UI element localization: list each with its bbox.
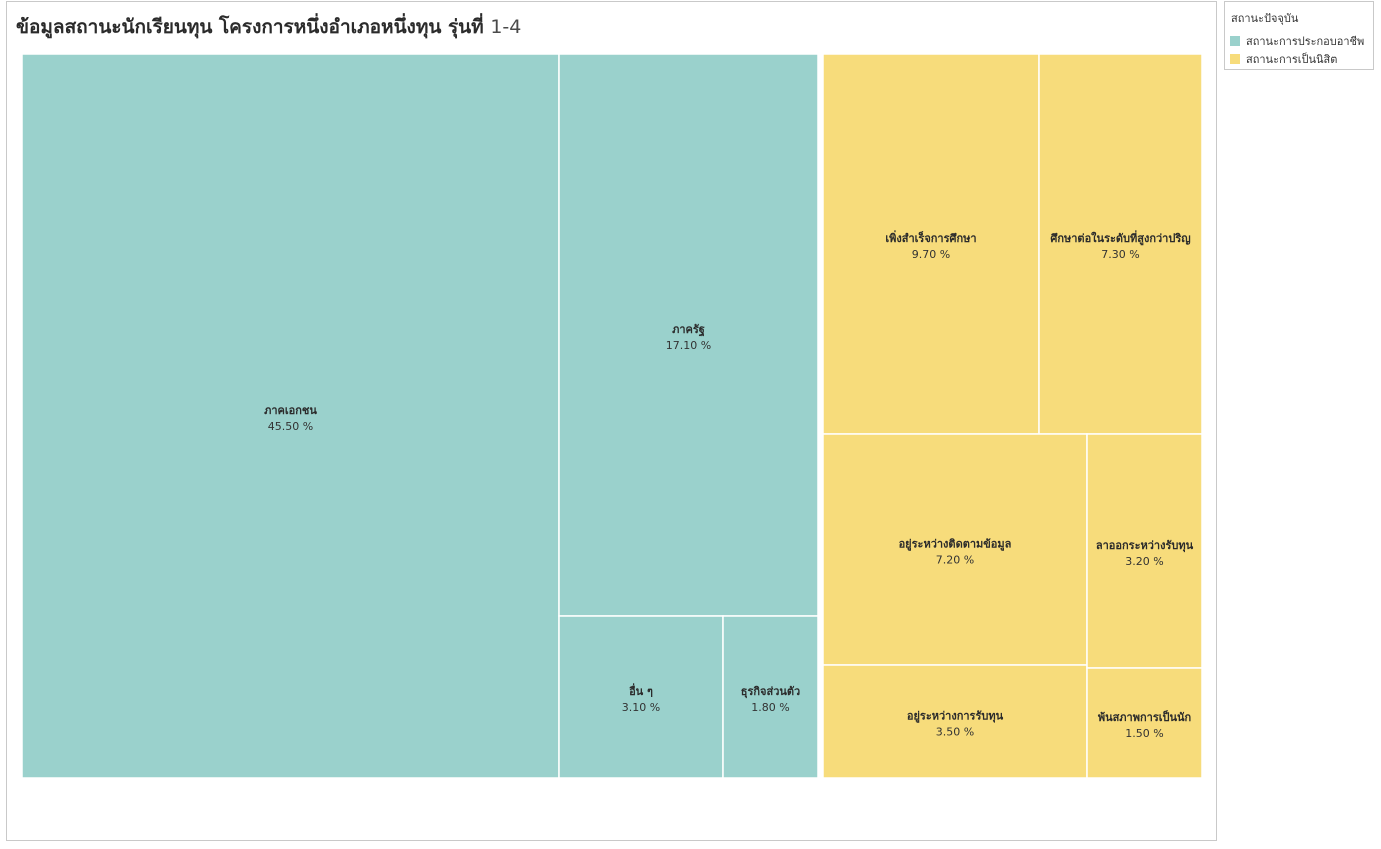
tile-label-further-study: ศึกษาต่อในระดับที่สูงกว่าปริญ: [1050, 230, 1190, 246]
tile-label-tracking-info: อยู่ระหว่างติดตามข้อมูล: [899, 538, 1012, 552]
tile-resigned[interactable]: [1086, 433, 1203, 669]
legend-label-occupation: สถานะการประกอบอาชีพ: [1246, 35, 1365, 48]
tile-label-private-sector: ภาคเอกชน: [264, 404, 317, 417]
tile-label-dismissed: พ้นสภาพการเป็นนัก: [1098, 710, 1192, 724]
chart-title: ข้อมูลสถานะนักเรียนทุน โครงการหนึ่งอำเภอ…: [16, 12, 521, 42]
legend-item-occupation[interactable]: สถานะการประกอบอาชีพ: [1230, 34, 1364, 48]
legend-label-student: สถานะการเป็นนิสิต: [1246, 53, 1338, 66]
tile-value-receiving-scholarship: 3.50 %: [936, 726, 974, 739]
legend-swatch-student: [1230, 54, 1240, 64]
tile-label-public-sector: ภาครัฐ: [672, 323, 705, 337]
tile-label-receiving-scholarship: อยู่ระหว่างการรับทุน: [907, 710, 1004, 724]
tile-value-other: 3.10 %: [622, 701, 660, 714]
chart-title-main: ข้อมูลสถานะนักเรียนทุน โครงการหนึ่งอำเภอ…: [16, 16, 484, 38]
tile-value-private-sector: 45.50 %: [268, 420, 313, 433]
legend-item-student[interactable]: สถานะการเป็นนิสิต: [1230, 52, 1337, 66]
tile-value-resigned: 3.20 %: [1125, 555, 1163, 568]
tile-own-business[interactable]: [722, 615, 819, 779]
tile-dismissed[interactable]: [1086, 667, 1203, 779]
tile-label-resigned: ลาออกระหว่างรับทุน: [1096, 539, 1194, 553]
tile-value-recently-graduated: 9.70 %: [912, 248, 950, 261]
tile-public-sector[interactable]: [558, 53, 819, 617]
tile-label-recently-graduated: เพิ่งสำเร็จการศึกษา: [885, 230, 976, 245]
tile-label-other: อื่น ๆ: [629, 683, 653, 698]
tile-recently-graduated[interactable]: [822, 53, 1040, 435]
tile-value-dismissed: 1.50 %: [1125, 727, 1163, 740]
tile-value-tracking-info: 7.20 %: [936, 554, 974, 567]
tile-value-public-sector: 17.10 %: [666, 339, 711, 352]
legend: สถานะปัจจุบัน สถานะการประกอบอาชีพ สถานะก…: [1224, 1, 1374, 70]
tile-further-study[interactable]: [1038, 53, 1203, 435]
chart-title-suffix: 1-4: [490, 16, 522, 38]
legend-title: สถานะปัจจุบัน: [1231, 12, 1299, 25]
tile-value-own-business: 1.80 %: [751, 701, 789, 714]
tile-receiving-scholarship[interactable]: [822, 664, 1088, 779]
legend-swatch-occupation: [1230, 36, 1240, 46]
tile-other[interactable]: [558, 615, 724, 779]
tile-label-own-business: ธุรกิจส่วนตัว: [741, 685, 800, 699]
tile-value-further-study: 7.30 %: [1101, 248, 1139, 261]
